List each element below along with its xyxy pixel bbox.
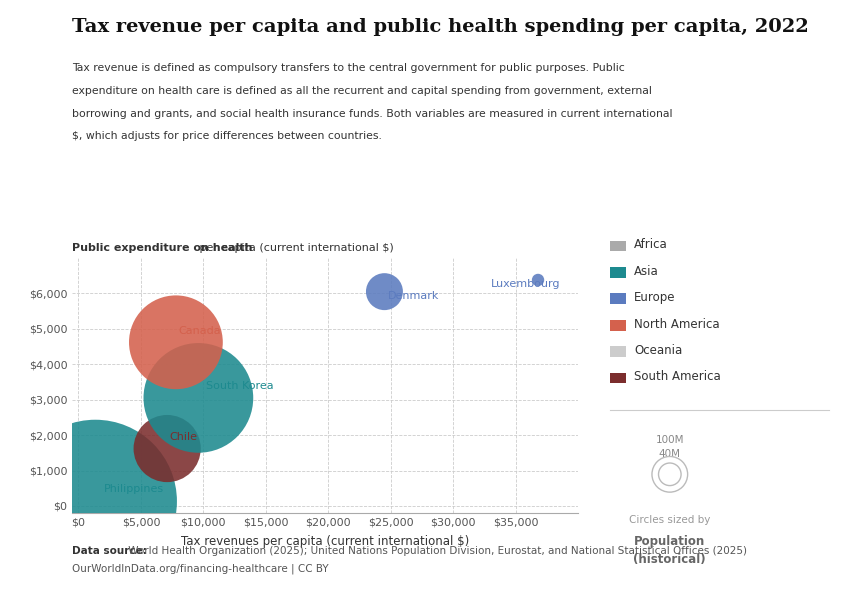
X-axis label: Tax revenues per capita (current international $): Tax revenues per capita (current interna… [181, 535, 469, 548]
Text: Our World: Our World [717, 27, 784, 40]
Text: North America: North America [634, 317, 720, 331]
Text: Oceania: Oceania [634, 344, 683, 357]
Text: $, which adjusts for price differences between countries.: $, which adjusts for price differences b… [72, 131, 382, 142]
Text: Africa: Africa [634, 238, 668, 251]
Text: (historical): (historical) [633, 553, 706, 566]
Text: borrowing and grants, and social health insurance funds. Both variables are meas: borrowing and grants, and social health … [72, 109, 672, 119]
Text: Chile: Chile [170, 432, 198, 442]
Text: Luxembourg: Luxembourg [490, 279, 560, 289]
Point [161, 444, 174, 454]
Text: Philippines: Philippines [104, 484, 163, 494]
Text: South America: South America [634, 370, 721, 383]
Point [663, 470, 677, 479]
Text: expenditure on health care is defined as all the recurrent and capital spending : expenditure on health care is defined as… [72, 86, 652, 96]
Text: Europe: Europe [634, 291, 676, 304]
Point [663, 470, 677, 479]
Text: 100M: 100M [655, 434, 684, 445]
Point [88, 497, 102, 506]
Point [191, 393, 205, 403]
Text: Tax revenue per capita and public health spending per capita, 2022: Tax revenue per capita and public health… [72, 18, 809, 36]
Text: Denmark: Denmark [388, 290, 439, 301]
Text: World Health Organization (2025); United Nations Population Division, Eurostat, : World Health Organization (2025); United… [125, 546, 747, 556]
Point [377, 287, 391, 296]
Text: Data source:: Data source: [72, 546, 147, 556]
Text: Tax revenue is defined as compulsory transfers to the central government for pub: Tax revenue is defined as compulsory tra… [72, 63, 625, 73]
Text: Circles sized by: Circles sized by [629, 515, 711, 526]
Text: Population: Population [634, 535, 706, 548]
Point [169, 337, 183, 347]
Text: per capita (current international $): per capita (current international $) [196, 243, 394, 253]
Text: in Data: in Data [726, 49, 774, 61]
Text: South Korea: South Korea [206, 381, 274, 391]
Point [531, 275, 545, 285]
Text: 40M: 40M [659, 449, 681, 460]
Text: Public expenditure on health: Public expenditure on health [72, 243, 252, 253]
Text: OurWorldInData.org/financing-healthcare | CC BY: OurWorldInData.org/financing-healthcare … [72, 564, 329, 575]
Text: Canada: Canada [178, 326, 221, 336]
Text: Asia: Asia [634, 265, 659, 278]
